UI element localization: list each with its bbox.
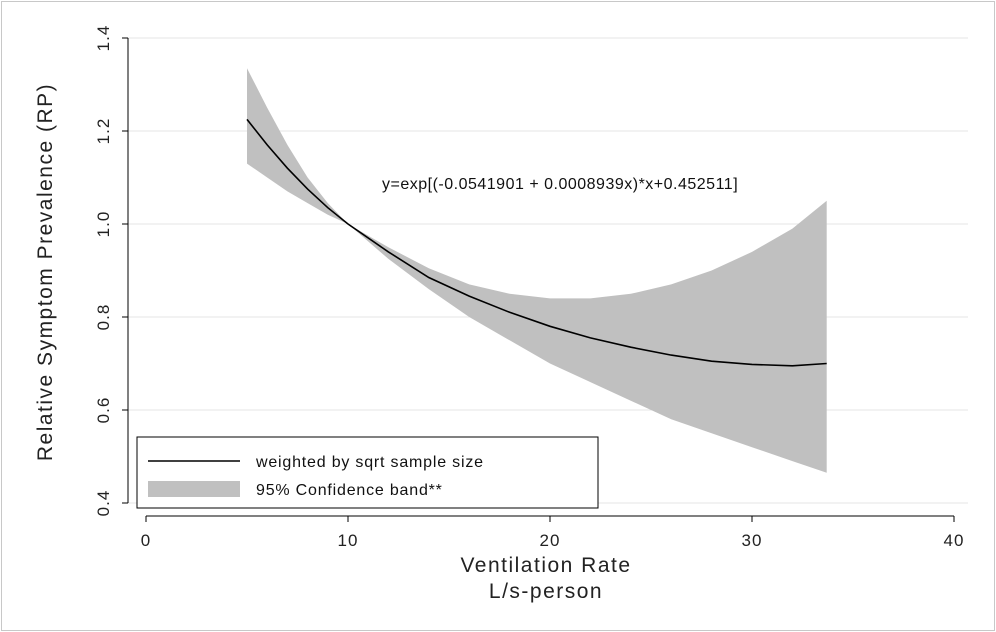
- x-tick-label: 20: [540, 531, 561, 550]
- fit-line: [246, 118, 827, 367]
- x-axis-title-line2: L/s-person: [489, 580, 603, 603]
- x-tick-label: 30: [742, 531, 763, 550]
- fit-line-layer: [246, 118, 827, 367]
- y-axis-title: Relative Symptom Prevalence (RP): [34, 83, 57, 461]
- tick-labels: 0.4 0.6 0.8 1.0 1.2 1.4 0 10 20 30 40: [94, 25, 965, 550]
- x-tick-label: 10: [338, 531, 359, 550]
- legend: weighted by sqrt sample size 95% Confide…: [136, 436, 599, 509]
- x-tick-label: 0: [141, 531, 151, 550]
- y-tick-label: 1.0: [94, 211, 113, 238]
- legend-band-swatch: [148, 481, 240, 497]
- y-tick-label: 1.4: [94, 25, 113, 52]
- y-tick-label: 0.8: [94, 304, 113, 331]
- y-tick-label: 0.6: [94, 397, 113, 424]
- confidence-band: [247, 68, 827, 473]
- y-tick-label: 0.4: [94, 490, 113, 517]
- legend-entry-fit: weighted by sqrt sample size: [255, 454, 484, 471]
- equation-annotation: y=exp[(-0.0541901 + 0.0008939x)*x+0.4525…: [382, 176, 738, 193]
- confidence-band-layer: [247, 68, 827, 473]
- axes: [122, 37, 955, 522]
- y-tick-label: 1.2: [94, 118, 113, 145]
- x-axis-title: Ventilation Rate: [460, 554, 631, 577]
- legend-entry-band: 95% Confidence band**: [256, 482, 443, 499]
- x-tick-label: 40: [944, 531, 965, 550]
